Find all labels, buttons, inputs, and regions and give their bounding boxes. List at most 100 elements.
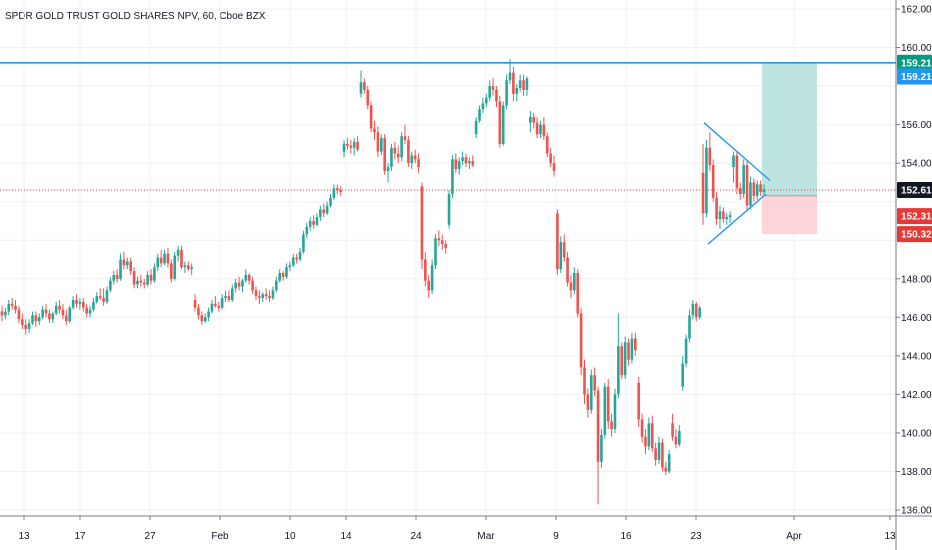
price-axis-labels: 159.21 159.21 152.61 152.31 150.32 bbox=[897, 54, 932, 243]
candle-body bbox=[742, 165, 745, 194]
candle-body bbox=[261, 294, 265, 299]
candle-body bbox=[400, 136, 403, 158]
candle-body bbox=[620, 346, 624, 376]
candle-body bbox=[762, 190, 766, 193]
candle-body bbox=[471, 161, 475, 166]
candle-body bbox=[203, 317, 207, 322]
candle-body bbox=[302, 234, 305, 252]
candle-body bbox=[498, 101, 502, 144]
candle-body bbox=[112, 274, 116, 281]
candle-body bbox=[501, 105, 505, 144]
candle-body bbox=[193, 299, 197, 308]
candle-body bbox=[752, 182, 756, 196]
candle-body bbox=[617, 346, 620, 395]
candle-body bbox=[244, 274, 248, 281]
candle-body bbox=[312, 220, 315, 225]
candle-body bbox=[627, 342, 630, 360]
price-label-green bbox=[897, 54, 932, 71]
candle-body bbox=[41, 309, 44, 318]
candle-body bbox=[654, 448, 657, 460]
candle-body bbox=[427, 280, 431, 291]
y-tick-label: 144.00 bbox=[901, 351, 932, 362]
candle-body bbox=[586, 394, 590, 410]
candle-body bbox=[667, 454, 671, 472]
candle-body bbox=[691, 303, 695, 316]
candle-body bbox=[715, 197, 718, 220]
candle-body bbox=[136, 280, 139, 285]
candle-body bbox=[559, 242, 563, 270]
candle-body bbox=[623, 342, 627, 376]
y-tick-label: 148.00 bbox=[901, 274, 932, 285]
candle-body bbox=[230, 288, 234, 300]
candle-body bbox=[163, 253, 166, 264]
y-tick-label: 156.00 bbox=[901, 120, 932, 131]
candle-body bbox=[386, 167, 390, 171]
candle-body bbox=[237, 282, 241, 287]
candle-body bbox=[535, 122, 539, 135]
candle-body bbox=[454, 159, 458, 169]
candle-body bbox=[4, 311, 7, 316]
candle-body bbox=[92, 301, 95, 310]
candle-body bbox=[542, 124, 546, 137]
x-tick-label: 13 bbox=[18, 531, 30, 542]
candle-body bbox=[630, 338, 634, 360]
candle-body bbox=[268, 296, 271, 299]
candle-body bbox=[671, 423, 674, 437]
candle-body bbox=[549, 153, 552, 164]
candle-body bbox=[417, 159, 420, 168]
candle-body bbox=[705, 147, 708, 214]
candle-body bbox=[258, 296, 261, 299]
candle-body bbox=[27, 323, 31, 329]
candle-body bbox=[17, 309, 21, 320]
candle-body bbox=[725, 217, 729, 220]
candle-body bbox=[126, 261, 129, 266]
candle-body bbox=[681, 363, 685, 387]
candle-body bbox=[88, 309, 92, 314]
price-label-red bbox=[897, 208, 932, 225]
candle-body bbox=[363, 82, 366, 90]
triangle-pattern bbox=[703, 122, 771, 245]
x-tick-label: 10 bbox=[284, 531, 296, 542]
candle-body bbox=[708, 147, 712, 166]
candle-body bbox=[346, 143, 349, 146]
candle-body bbox=[532, 116, 536, 123]
candle-body bbox=[410, 155, 414, 164]
candle-body bbox=[207, 311, 210, 318]
candle-body bbox=[339, 190, 342, 193]
candle-body bbox=[359, 82, 363, 94]
candle-body bbox=[159, 257, 163, 264]
candle-body bbox=[488, 86, 491, 98]
candle-body bbox=[424, 259, 427, 281]
candle-body bbox=[593, 375, 596, 391]
candle-body bbox=[149, 274, 153, 281]
price-levels bbox=[0, 61, 896, 191]
candle-body bbox=[109, 280, 112, 291]
candle-body bbox=[420, 186, 424, 260]
candle-body bbox=[146, 274, 149, 285]
candle-body bbox=[186, 265, 190, 270]
candle-body bbox=[234, 282, 237, 289]
candles bbox=[0, 59, 766, 505]
candle-body bbox=[366, 89, 370, 106]
y-tick-label: 138.00 bbox=[901, 467, 932, 478]
y-tick-label: 160.00 bbox=[901, 43, 932, 54]
candle-body bbox=[606, 386, 610, 422]
candle-body bbox=[217, 305, 221, 308]
candle-body bbox=[637, 382, 640, 420]
candle-body bbox=[227, 296, 231, 300]
candle-body bbox=[380, 138, 383, 152]
candle-body bbox=[481, 103, 485, 110]
candle-body bbox=[444, 244, 447, 248]
candle-body bbox=[285, 267, 288, 277]
candle-body bbox=[735, 155, 739, 189]
price-label-text: 159.21 bbox=[901, 72, 932, 83]
candle-body bbox=[640, 419, 644, 437]
candle-body bbox=[566, 257, 569, 283]
candle-body bbox=[383, 138, 386, 171]
candle-body bbox=[21, 319, 24, 326]
candle-body bbox=[183, 265, 187, 268]
candle-body bbox=[464, 157, 468, 164]
candle-body bbox=[688, 315, 691, 339]
